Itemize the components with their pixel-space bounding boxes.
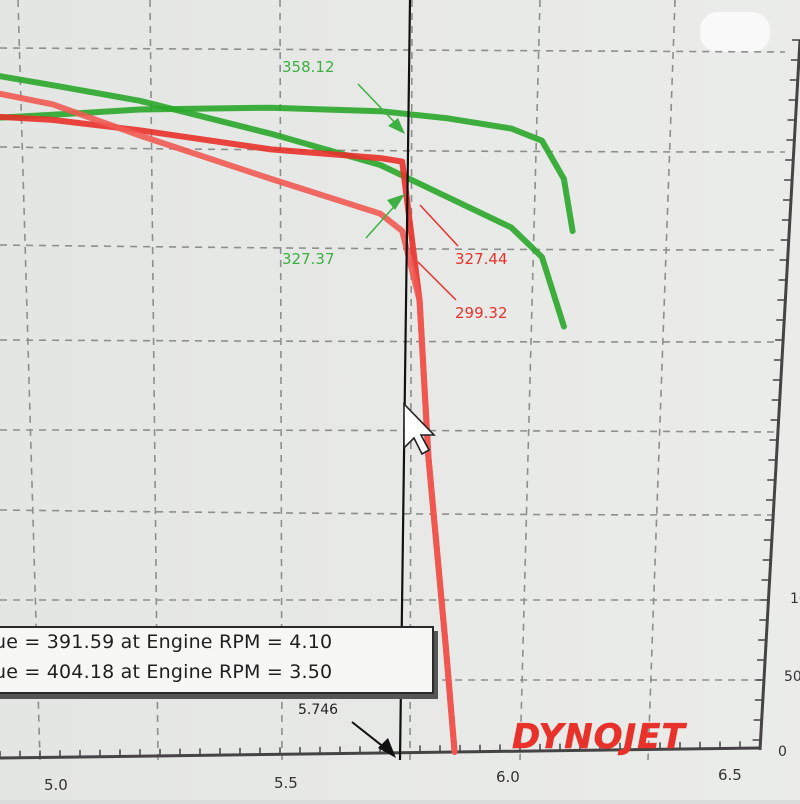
mouse-pointer-icon [403, 402, 436, 456]
annotation-327-37: 327.37 [282, 250, 335, 268]
grid-line-v [647, 0, 676, 761]
grid-line-h [0, 244, 781, 251]
dynojet-logo: DYNOJET [512, 717, 687, 758]
arrow-head-358 [388, 118, 405, 134]
leader-299-32 [417, 261, 457, 301]
x-tick-label: 5.0 [44, 776, 68, 794]
annotation-leaders [357, 83, 459, 301]
series-layer [0, 73, 576, 755]
cursor-value-label: 5.746 [298, 702, 338, 718]
grid-line-h [0, 509, 773, 516]
cursor-pointer-arrow [378, 738, 396, 758]
grid-line-h [0, 146, 786, 153]
y-tick-label: 0 [778, 744, 787, 760]
grid-line-v [17, 0, 41, 761]
y-tick-label: 100 [790, 591, 800, 607]
series-line-1 [0, 104, 576, 234]
annotation-358-12: 358.12 [282, 58, 335, 76]
legend-box: ue = 391.59 at Engine RPM = 4.10 ue = 40… [0, 626, 434, 694]
grid-line-h [0, 339, 781, 343]
annotation-327-44: 327.44 [455, 250, 508, 268]
screen-reflection [700, 12, 770, 52]
dynojet-logo-text: DYNOJET [512, 717, 687, 757]
grid-line-v [149, 0, 159, 761]
annotation-299-32: 299.32 [455, 304, 508, 322]
series-line-2 [0, 73, 567, 330]
legend-line-1: ue = 391.59 at Engine RPM = 4.10 [0, 631, 333, 653]
arrow-head-327-37 [387, 194, 405, 210]
x-tick-label: 5.5 [274, 774, 298, 792]
grid-line-h [0, 47, 786, 53]
series-line-4 [0, 90, 458, 755]
y-axis-minor-ticks [752, 39, 800, 741]
x-tick-label: 6.0 [496, 768, 520, 786]
legend-line-2: ue = 404.18 at Engine RPM = 3.50 [0, 661, 333, 683]
y-axis-line [758, 39, 800, 751]
leader-327-44 [419, 204, 459, 247]
x-axis-minor-ticks [0, 741, 761, 758]
leader-358 [357, 83, 401, 129]
grid-line-h [0, 429, 776, 433]
x-tick-label: 6.5 [718, 766, 742, 784]
grid-line-v [409, 0, 413, 761]
grid-line-v [519, 0, 541, 761]
grid-line-v [279, 0, 283, 761]
y-tick-label: 50 [784, 669, 800, 685]
